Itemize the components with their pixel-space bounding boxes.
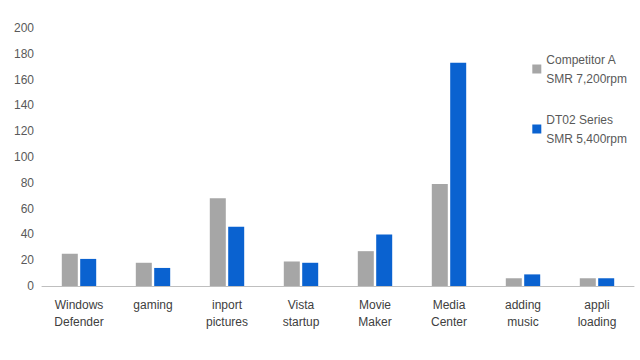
svg-text:Windows: Windows bbox=[55, 298, 104, 312]
svg-text:SMR 5,400rpm: SMR 5,400rpm bbox=[546, 132, 627, 146]
svg-text:160: 160 bbox=[14, 73, 34, 87]
svg-text:200: 200 bbox=[14, 21, 34, 35]
svg-text:gaming: gaming bbox=[133, 298, 172, 312]
svg-text:loading: loading bbox=[578, 315, 617, 329]
svg-text:Maker: Maker bbox=[358, 315, 391, 329]
svg-text:120: 120 bbox=[14, 124, 34, 138]
svg-text:60: 60 bbox=[21, 202, 35, 216]
svg-text:startup: startup bbox=[283, 315, 320, 329]
svg-text:Vista: Vista bbox=[288, 298, 315, 312]
svg-text:20: 20 bbox=[21, 253, 35, 267]
svg-text:Competitor A: Competitor A bbox=[546, 53, 615, 67]
svg-text:SMR 7,200rpm: SMR 7,200rpm bbox=[546, 72, 627, 86]
svg-text:Movie: Movie bbox=[359, 298, 391, 312]
svg-text:80: 80 bbox=[21, 176, 35, 190]
svg-text:0: 0 bbox=[27, 279, 34, 293]
svg-text:DT02 Series: DT02 Series bbox=[546, 113, 613, 127]
svg-text:pictures: pictures bbox=[206, 315, 248, 329]
svg-text:Media: Media bbox=[433, 298, 466, 312]
svg-text:inport: inport bbox=[212, 298, 243, 312]
svg-text:Center: Center bbox=[431, 315, 467, 329]
svg-text:adding: adding bbox=[505, 298, 541, 312]
svg-text:40: 40 bbox=[21, 227, 35, 241]
svg-text:Defender: Defender bbox=[54, 315, 103, 329]
svg-text:180: 180 bbox=[14, 47, 34, 61]
svg-text:music: music bbox=[507, 315, 538, 329]
svg-text:100: 100 bbox=[14, 150, 34, 164]
svg-text:appli: appli bbox=[584, 298, 609, 312]
svg-text:140: 140 bbox=[14, 98, 34, 112]
